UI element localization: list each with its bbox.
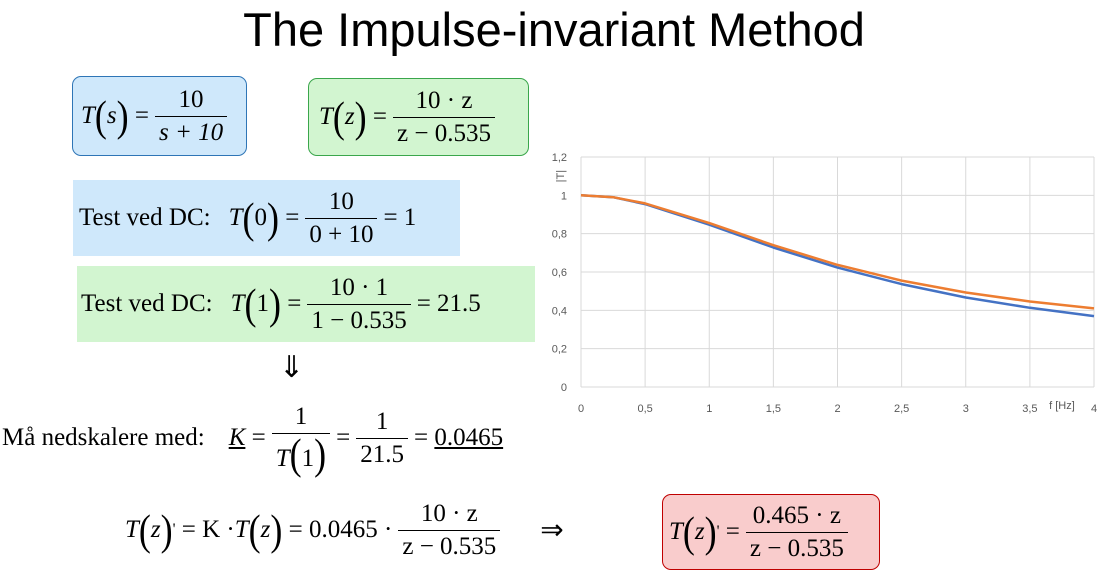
ts-numerator: 10 xyxy=(178,85,204,113)
series-line-2 xyxy=(580,194,1095,310)
ts-function: T xyxy=(81,102,95,129)
implies-down-arrow: ⇓ xyxy=(279,351,305,384)
x-tick-label: 4 xyxy=(1091,403,1097,415)
result-equation-box: T (z) ' = 0.465 · z z − 0.535 xyxy=(662,494,880,570)
y-tick-label: 0 xyxy=(561,382,567,394)
result-prime: ' xyxy=(716,523,720,540)
scale-num1: 1 xyxy=(294,403,308,430)
magnitude-response-chart: 0 0,2 0,4 0,6 0,8 1 1,2 0 0,5 1 1,5 2 2,5 3 3,5 4 f [Hz]… xyxy=(552,152,1097,415)
scale-k: K xyxy=(228,424,246,451)
tz-denominator: z − 0.535 xyxy=(393,116,495,148)
x-axis-label: f [Hz] xyxy=(1049,400,1075,412)
final-function: T xyxy=(125,516,139,543)
scaled-transfer-equation: T (z) ' = K · T (z) = 0.0465 · 10 · z z … xyxy=(125,499,564,561)
test1-numerator: 10 xyxy=(328,187,354,215)
x-tick-label: 2 xyxy=(834,403,840,415)
ts-arg: s xyxy=(106,102,117,129)
tz-arg: z xyxy=(344,103,355,130)
y-tick-label: 0,8 xyxy=(552,229,567,241)
y-tick-label: 1,2 xyxy=(552,152,567,164)
tz-equation-box: T (z) = 10 · z z − 0.535 xyxy=(308,78,529,156)
x-tick-label: 1,5 xyxy=(766,403,781,415)
result-function: T xyxy=(669,518,683,545)
test1-function: T xyxy=(228,204,243,231)
scale-den1: T(1) xyxy=(271,432,331,476)
implies-arrow: ⇒ xyxy=(540,515,564,546)
final-arg: z xyxy=(150,516,161,543)
dc-test-label: Test ved DC: xyxy=(79,204,211,231)
ts-denominator: s + 10 xyxy=(155,115,228,147)
y-axis-label: |T| xyxy=(555,170,567,182)
y-tick-label: 0,6 xyxy=(552,267,567,279)
final-numerator: 10 · z xyxy=(420,499,478,527)
scale-den2: 21.5 xyxy=(356,437,409,469)
final-t-arg: z xyxy=(260,516,271,543)
final-prime: ' xyxy=(172,521,176,538)
x-tick-label: 0,5 xyxy=(637,403,652,415)
x-tick-label: 1 xyxy=(706,403,712,415)
result-arg: z xyxy=(694,518,705,545)
page-title: The Impulse-invariant Method xyxy=(243,3,865,56)
result-numerator: 0.465 · z xyxy=(752,501,841,529)
test1-result: = 1 xyxy=(383,204,417,231)
test2-arg: 1 xyxy=(256,290,269,317)
scale-label: Må nedskalere med: xyxy=(2,424,205,451)
final-coefficient: = 0.0465 · xyxy=(288,516,393,543)
result-denominator: z − 0.535 xyxy=(745,531,848,563)
y-tick-label: 1 xyxy=(561,190,567,202)
ts-equation-box: T (s) = 10 s + 10 xyxy=(72,76,247,156)
scale-factor-equation: Må nedskalere med: K = 1 T(1) = 1 21.5 =… xyxy=(2,403,504,478)
final-k-term: = K · xyxy=(181,516,235,543)
x-tick-label: 3,5 xyxy=(1022,403,1037,415)
scale-num2: 1 xyxy=(375,407,389,435)
test2-denominator: 1 − 0.535 xyxy=(307,303,411,335)
x-tick-label: 3 xyxy=(963,403,969,415)
dc-test-z-box: Test ved DC: T (1) = 10 · 1 1 − 0.535 = … xyxy=(77,266,535,342)
tz-numerator: 10 · z xyxy=(415,86,473,114)
tz-function: T xyxy=(319,103,333,130)
final-denominator: z − 0.535 xyxy=(398,529,501,561)
y-tick-label: 0,2 xyxy=(552,344,567,356)
dc-test-label: Test ved DC: xyxy=(81,290,213,317)
scale-result: 0.0465 xyxy=(434,424,504,451)
test2-numerator: 10 · 1 xyxy=(329,273,389,301)
test2-function: T xyxy=(230,290,245,317)
dc-test-s-box: Test ved DC: T (0) = 10 0 + 10 = 1 xyxy=(73,180,460,256)
test1-arg: 0 xyxy=(254,204,267,231)
y-tick-label: 0,4 xyxy=(552,305,567,317)
test1-denominator: 0 + 10 xyxy=(305,217,378,249)
test2-result: = 21.5 xyxy=(416,290,481,317)
x-tick-label: 0 xyxy=(578,403,584,415)
x-tick-label: 2,5 xyxy=(894,403,909,415)
final-t: T xyxy=(234,516,249,543)
